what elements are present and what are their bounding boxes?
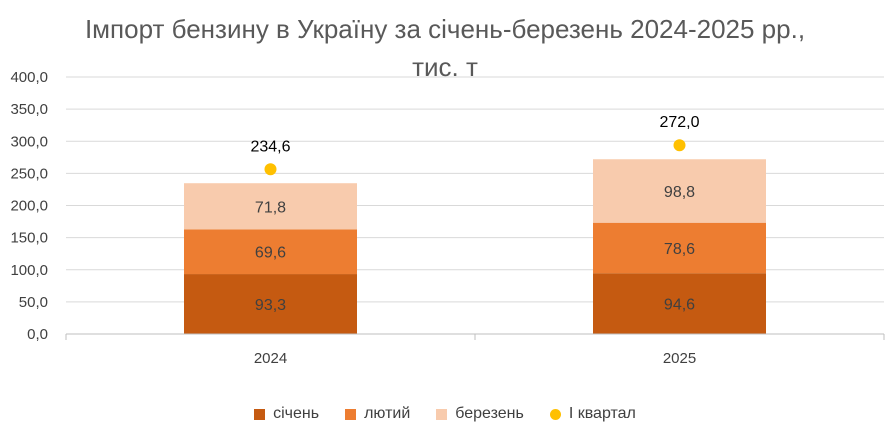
data-labels: 93,3 69,6 71,8 234,6 94,6 78,6 98,8 272,0 xyxy=(250,114,699,314)
legend-swatch xyxy=(436,408,448,420)
x-tick-label: 2025 xyxy=(663,350,696,367)
bar-segment-лютий-2025 xyxy=(593,222,766,274)
x-tick-label: 2024 xyxy=(254,350,287,367)
y-tick-label: 400,0 xyxy=(10,69,48,86)
bar-segment-березень-2024 xyxy=(184,183,357,230)
data-label: 78,6 xyxy=(664,241,695,258)
y-tick-label: 350,0 xyxy=(10,101,48,118)
legend-swatch xyxy=(345,408,357,420)
stacked-bar-chart: 0,0 50,0 100,0 150,0 200,0 250,0 300,0 350,0 400… xyxy=(10,69,885,367)
total-marker-2024 xyxy=(264,163,277,176)
legend-swatch xyxy=(549,408,561,420)
legend-item-березень: березень xyxy=(436,405,524,423)
bar-segment-січень-2025 xyxy=(593,273,766,334)
bars xyxy=(184,139,766,334)
y-tick-label: 150,0 xyxy=(10,230,48,247)
legend-swatch xyxy=(254,408,266,420)
bar-segment-січень-2024 xyxy=(184,274,357,334)
y-tick-label: 250,0 xyxy=(10,165,48,182)
total-marker-2025 xyxy=(673,139,686,152)
legend-label: І квартал xyxy=(568,405,636,422)
legend: січень лютий березень І квартал xyxy=(0,405,890,423)
y-tick-label: 0,0 xyxy=(27,326,48,343)
legend-item-січень: січень xyxy=(254,405,319,423)
chart-title: Імпорт бензину в Україну за січень-берез… xyxy=(84,14,806,44)
y-tick-label: 200,0 xyxy=(10,198,48,215)
data-label: 98,8 xyxy=(664,184,695,201)
y-tick-label: 50,0 xyxy=(19,294,48,311)
y-tick-label: 300,0 xyxy=(10,133,48,150)
legend-label: січень xyxy=(273,405,320,422)
y-axis: 0,0 50,0 100,0 150,0 200,0 250,0 300,0 350,0 400… xyxy=(10,69,48,343)
y-tick-label: 100,0 xyxy=(10,262,48,279)
total-label: 272,0 xyxy=(659,114,699,131)
data-label: 93,3 xyxy=(255,297,286,314)
data-label: 94,6 xyxy=(664,297,695,314)
data-label: 69,6 xyxy=(255,245,286,262)
bar-segment-лютий-2024 xyxy=(184,229,357,275)
x-axis: 2024 2025 xyxy=(65,333,885,367)
data-label: 71,8 xyxy=(255,199,286,216)
legend-label: лютий xyxy=(364,405,411,422)
legend-item-лютий: лютий xyxy=(345,405,410,423)
bar-segment-березень-2025 xyxy=(593,159,766,223)
legend-item-І квартал: І квартал xyxy=(549,405,636,423)
legend-label: березень xyxy=(455,405,524,422)
total-label: 234,6 xyxy=(250,138,290,155)
